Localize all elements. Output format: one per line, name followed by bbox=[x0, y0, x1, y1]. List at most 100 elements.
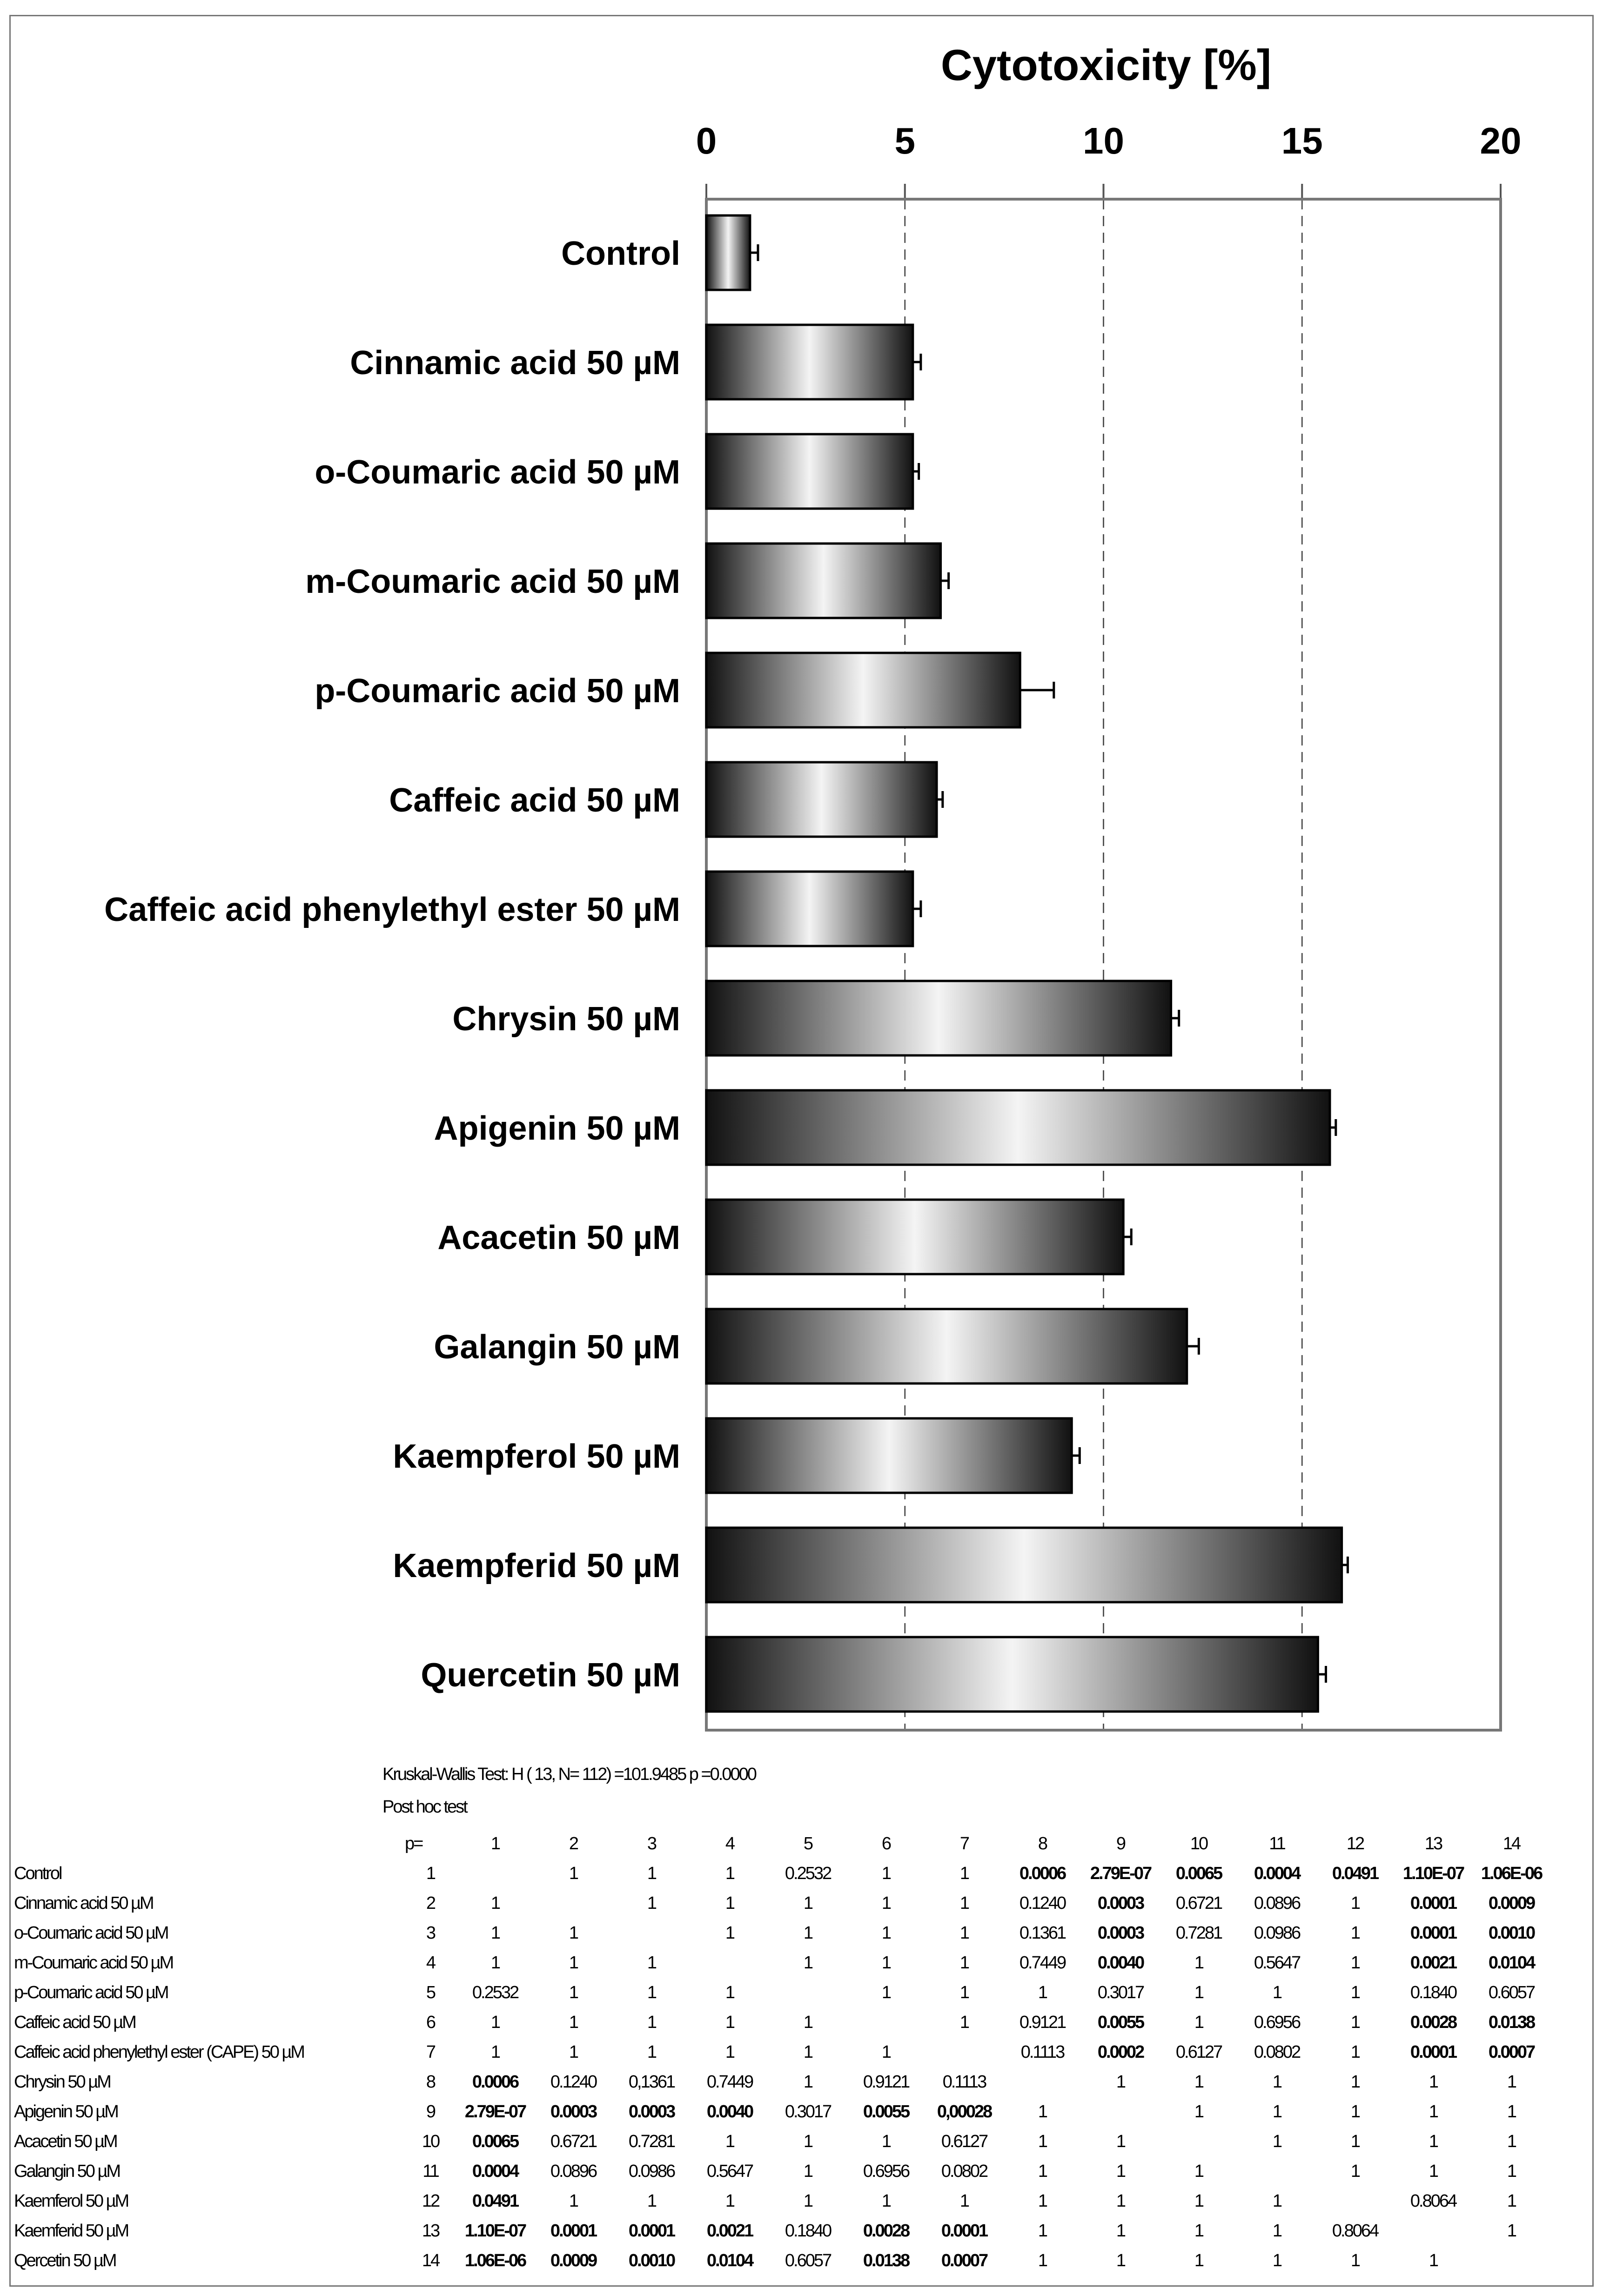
p-value-cell: 2.79E-07 bbox=[464, 2101, 527, 2121]
bars bbox=[705, 214, 1349, 1713]
p-value-cell: 1 bbox=[1350, 2161, 1361, 2181]
category-label: Caffeic acid phenylethyl ester 50 µM bbox=[104, 891, 680, 928]
row-number: 11 bbox=[423, 2161, 439, 2181]
p-value-cell bbox=[847, 2007, 925, 2037]
x-tick-label: 5 bbox=[895, 120, 916, 161]
column-header: 7 bbox=[959, 1833, 970, 1853]
p-value-cell: 0.0002 bbox=[1097, 2042, 1145, 2062]
p-value-cell bbox=[1160, 2127, 1238, 2156]
p-value-cell: 0.2532 bbox=[472, 1982, 519, 2002]
category-labels: Control Cinnamic acid 50 µM o-Coumaric aci… bbox=[104, 235, 680, 1694]
p-value-cell: 0.0001 bbox=[941, 2221, 988, 2241]
row-label: Cinnamic acid 50 µM bbox=[14, 1893, 154, 1913]
p-value-cell: 1 bbox=[725, 1893, 735, 1913]
p-value-cell: 1 bbox=[1038, 2161, 1048, 2181]
p-value-cell: 1 bbox=[959, 1863, 970, 1883]
p-value-cell: 1 bbox=[1272, 2101, 1282, 2121]
p-value-cell: 1 bbox=[1350, 2131, 1361, 2151]
p-value-cell: 0.0802 bbox=[1254, 2042, 1301, 2062]
p-value-cell: 0.0003 bbox=[550, 2101, 597, 2121]
p-value-cell: 0.0491 bbox=[472, 2191, 519, 2211]
p-value-cell: 0.0009 bbox=[550, 2250, 597, 2270]
p-value-cell: 0.0003 bbox=[1097, 1893, 1145, 1913]
p-value-cell: 1 bbox=[1507, 2101, 1517, 2121]
category-label: Galangin 50 µM bbox=[434, 1329, 680, 1366]
table-row: Galangin 50 µM 11 0.0004 0.0896 0.0986 0.5647… bbox=[14, 2156, 1550, 2186]
p-value-cell: 1 bbox=[1038, 1982, 1048, 2002]
table-row: p-Coumaric acid 50 µM 5 0.2532 1 1 1 1 1 1 0.3017… bbox=[14, 1978, 1550, 2007]
table-row: m-Coumaric acid 50 µM 4 1 1 1 1 1 1 0.7449 0.0040… bbox=[14, 1948, 1550, 1978]
p-value-cell: 0.0007 bbox=[941, 2250, 988, 2270]
p-value-cell: 1.10E-07 bbox=[464, 2221, 527, 2241]
p-value-cell: 1 bbox=[1038, 2131, 1048, 2151]
p-value-cell: 1 bbox=[1194, 1982, 1204, 2002]
p-value-cell: 0.0001 bbox=[1410, 2042, 1457, 2062]
p-value-cell: 0.0006 bbox=[1019, 1863, 1066, 1883]
p-value-cell: 1 bbox=[1194, 1953, 1204, 1973]
category-label: Control bbox=[561, 235, 680, 272]
bar bbox=[705, 870, 914, 947]
row-label: Galangin 50 µM bbox=[14, 2161, 121, 2181]
p-value-cell: 0.0802 bbox=[941, 2161, 988, 2181]
p-value-cell: 1 bbox=[1272, 2072, 1282, 2092]
page-frame bbox=[9, 15, 1594, 2287]
p-value-cell: 1 bbox=[1507, 2221, 1517, 2241]
column-header: 1 bbox=[490, 1833, 501, 1853]
p-value-cell bbox=[1081, 2097, 1160, 2127]
p-value-cell: 0.0006 bbox=[472, 2072, 519, 2092]
p-value-cell: 1 bbox=[1507, 2131, 1517, 2151]
p-value-cell: 0.0491 bbox=[1332, 1863, 1379, 1883]
p-value-cell: 1 bbox=[725, 2042, 735, 2062]
p-value-cell: 1 bbox=[647, 2012, 657, 2032]
p-value-cell bbox=[925, 2037, 1003, 2067]
p-value-cell: 0.9121 bbox=[1019, 2012, 1066, 2032]
p-value-cell: 1 bbox=[881, 1953, 892, 1973]
table-row: Caffeic acid phenylethyl ester (CAPE) 50… bbox=[14, 2037, 1550, 2067]
p-value-cell: 1 bbox=[1429, 2161, 1439, 2181]
p-value-cell: 0.0065 bbox=[1175, 1863, 1223, 1883]
p-value-cell: 1 bbox=[1272, 1982, 1282, 2002]
p-value-cell: 1 bbox=[881, 1982, 892, 2002]
p-value-cell: 1 bbox=[959, 1982, 970, 2002]
row-label: Kaemferid 50 µM bbox=[14, 2221, 129, 2241]
p-value-cell: 1 bbox=[1429, 2101, 1439, 2121]
row-label: Caffeic acid phenylethyl ester (CAPE) 50… bbox=[14, 2042, 305, 2062]
p-value-cell: 1 bbox=[647, 1953, 657, 1973]
p-value-cell: 1 bbox=[959, 2012, 970, 2032]
p-value-cell: 1 bbox=[647, 1893, 657, 1913]
p-value-cell: 0.0010 bbox=[1488, 1923, 1536, 1943]
bar bbox=[705, 651, 1021, 729]
p-value-cell: 0.7281 bbox=[628, 2131, 676, 2151]
row-label: Chrysin 50 µM bbox=[14, 2072, 112, 2092]
p-value-cell: 1 bbox=[1507, 2072, 1517, 2092]
p-value-cell: 0.0040 bbox=[1097, 1953, 1145, 1973]
column-header: 5 bbox=[803, 1833, 813, 1853]
p-value-cell: 1 bbox=[490, 2042, 501, 2062]
category-label: Kaempferid 50 µM bbox=[393, 1547, 680, 1584]
bar bbox=[705, 1417, 1073, 1494]
x-tick-label: 0 bbox=[696, 120, 717, 161]
p-value-cell: 1 bbox=[881, 1863, 892, 1883]
p-value-cell: 0.0021 bbox=[1410, 1953, 1457, 1973]
p-value-cell: 1.10E-07 bbox=[1402, 1863, 1465, 1883]
p-value-cell bbox=[612, 1918, 691, 1948]
p-value-cell: 1 bbox=[569, 2042, 579, 2062]
p-value-cell: 1 bbox=[1038, 2221, 1048, 2241]
p-value-cell: 1 bbox=[1194, 2101, 1204, 2121]
category-label: o-Coumaric acid 50 µM bbox=[315, 454, 680, 491]
p-value-cell: 0.0028 bbox=[863, 2221, 910, 2241]
row-number: 1 bbox=[426, 1863, 436, 1883]
p-value-cell: 0.0007 bbox=[1488, 2042, 1536, 2062]
category-label: p-Coumaric acid 50 µM bbox=[315, 672, 680, 710]
p-value-cell: 0.5647 bbox=[706, 2161, 754, 2181]
gridlines bbox=[904, 199, 1303, 1730]
row-number: 6 bbox=[426, 2012, 436, 2032]
p-value-cell: 1 bbox=[803, 2191, 813, 2211]
p-value-cell: 0.0055 bbox=[863, 2101, 910, 2121]
row-number: 5 bbox=[426, 1982, 436, 2002]
p-value-cell: 1 bbox=[803, 2012, 813, 2032]
p-value-cell: 1 bbox=[959, 1953, 970, 1973]
p-value-cell: 1 bbox=[1350, 1982, 1361, 2002]
header-blank bbox=[14, 1829, 405, 1859]
p-value-cell: 1 bbox=[959, 1923, 970, 1943]
